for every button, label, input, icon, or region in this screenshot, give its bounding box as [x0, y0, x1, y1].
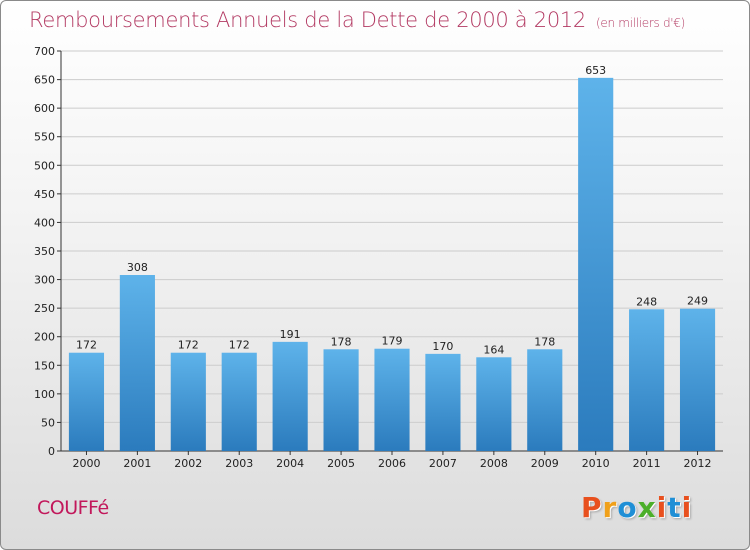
y-tick-label: 550	[34, 131, 55, 144]
bar-value-label: 170	[432, 340, 453, 353]
x-tick-label: 2010	[582, 457, 610, 470]
bar-2007[interactable]	[425, 353, 461, 451]
data-labels: 172 308 172 172 191 178 179 170 164 178 653 248 249	[76, 64, 708, 356]
y-tick-label: 700	[34, 45, 55, 58]
x-tick-label: 2009	[531, 457, 559, 470]
logo-letter: t	[667, 491, 682, 524]
y-tick-label: 50	[41, 416, 55, 429]
commune-name: COUFFé	[37, 497, 109, 519]
bar-2010[interactable]	[578, 77, 614, 451]
chart-title: Remboursements Annuels de la Dette de 20…	[29, 8, 586, 32]
logo-letter: i	[656, 491, 668, 524]
bar-value-label: 249	[687, 295, 708, 308]
y-tick-label: 600	[34, 102, 55, 115]
bar-value-label: 172	[229, 339, 250, 352]
bar-2011[interactable]	[629, 309, 665, 451]
bars	[68, 77, 716, 451]
bar-value-label: 178	[534, 335, 555, 348]
logo-letter: i	[681, 491, 693, 524]
bar-2009[interactable]	[527, 349, 563, 451]
bar-2008[interactable]	[476, 357, 512, 451]
y-tick-label: 350	[34, 245, 55, 258]
y-tick-label: 250	[34, 302, 55, 315]
x-tick-label: 2005	[327, 457, 355, 470]
x-tick-label: 2000	[72, 457, 100, 470]
bar-2004[interactable]	[272, 341, 308, 451]
bar-value-label: 172	[76, 339, 97, 352]
x-tick-label: 2007	[429, 457, 457, 470]
x-tick-label: 2008	[480, 457, 508, 470]
bar-value-label: 179	[382, 335, 403, 348]
bar-2000[interactable]	[68, 352, 105, 451]
x-tick-label: 2001	[123, 457, 151, 470]
bar-value-label: 191	[280, 328, 301, 341]
x-tick-label: 2004	[276, 457, 304, 470]
chart-subtitle: (en milliers d'€)	[596, 16, 686, 30]
y-tick-label: 150	[34, 359, 55, 372]
y-tick-label: 500	[34, 159, 55, 172]
bar-2005[interactable]	[323, 349, 359, 451]
bar-value-label: 172	[178, 339, 199, 352]
y-tick-label: 200	[34, 331, 55, 344]
x-tick-label: 2003	[225, 457, 253, 470]
logo-letter: x	[637, 491, 657, 524]
logo-letter: P	[581, 491, 603, 524]
logo-letter: r	[602, 491, 618, 524]
x-tick-label: 2002	[174, 457, 202, 470]
bar-value-label: 248	[636, 295, 657, 308]
bar-2003[interactable]	[221, 352, 257, 451]
bar-value-label: 164	[483, 343, 504, 356]
bar-2001[interactable]	[119, 275, 155, 451]
y-tick-label: 100	[34, 388, 55, 401]
bar-2006[interactable]	[374, 348, 410, 451]
y-tick-label: 300	[34, 274, 55, 287]
proxiti-logo[interactable]: Proxiti	[581, 491, 692, 524]
y-tick-label: 0	[48, 445, 55, 458]
bar-value-label: 308	[127, 261, 148, 274]
y-tick-label: 400	[34, 216, 55, 229]
x-tick-label: 2011	[633, 457, 661, 470]
y-tick-label: 650	[34, 74, 55, 87]
bar-value-label: 653	[585, 64, 606, 77]
x-tick-label: 2012	[684, 457, 712, 470]
bar-2012[interactable]	[679, 308, 716, 451]
y-tick-label: 450	[34, 188, 55, 201]
x-tick-label: 2006	[378, 457, 406, 470]
chart-title-block: Remboursements Annuels de la Dette de 20…	[29, 8, 685, 32]
bar-value-label: 178	[331, 335, 352, 348]
bar-2002[interactable]	[170, 352, 206, 451]
logo-letter: o	[617, 491, 638, 524]
